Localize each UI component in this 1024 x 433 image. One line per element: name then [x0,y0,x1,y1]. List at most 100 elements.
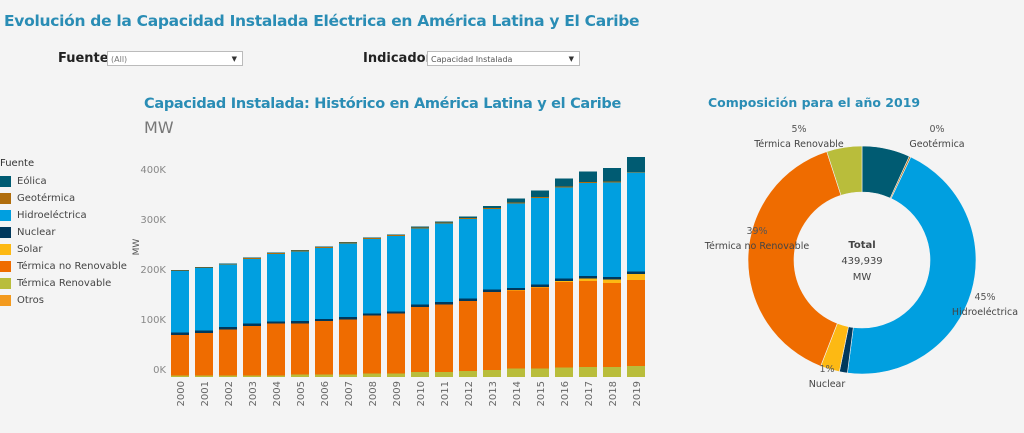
bar-segment [387,313,405,374]
legend-swatch [0,278,11,289]
bar-segment [267,254,285,322]
bar-segment [315,321,333,375]
bar-segment [531,198,549,285]
bar-segment [579,278,597,281]
x-tick-label: 2019 [632,381,643,406]
bar-segment [603,279,621,283]
donut-slice-name: Térmica no Renovable [704,241,810,252]
bar-segment [627,172,645,272]
legend-swatch [0,227,11,238]
bar-segment [579,281,597,367]
bar-segment [435,223,453,302]
legend-item[interactable]: Otros [0,292,127,309]
bar-segment [363,373,381,377]
bar-segment [627,172,645,173]
bar-segment [507,288,525,290]
bar-segment [291,250,309,252]
x-tick-label: 2014 [512,381,523,406]
bar-segment [507,202,525,204]
bar-segment [435,304,453,372]
fuente-filter-dropdown[interactable]: (All) ▼ [107,51,243,66]
x-tick-label: 2017 [584,381,595,406]
indicador-filter-dropdown[interactable]: Capacidad Instalada ▼ [427,51,580,66]
y-tick-label: 100K [140,315,166,326]
bar-segment [531,197,549,198]
bar-segment [339,374,357,377]
bar-segment [219,375,237,377]
x-tick-label: 2011 [440,381,451,406]
bar-segment [627,280,645,366]
x-tick-label: 2018 [608,381,619,406]
chevron-down-icon: ▼ [568,55,574,63]
bar-segment [579,171,597,182]
bar-segment [411,307,429,372]
bar-segment [531,287,549,288]
x-tick-label: 2000 [176,381,187,406]
legend: Fuente Eólica Geotérmica Hidroeléctrica Nuc… [0,158,127,309]
bar-segment [243,326,261,376]
legend-label: Otros [17,295,45,306]
bar-segment [387,311,405,314]
bar-segment [171,271,189,333]
bar-segment [555,187,573,279]
legend-item[interactable]: Hidroeléctrica [0,207,127,224]
bar-segment [531,287,549,369]
x-tick-label: 2015 [536,381,547,406]
bar-segment [195,375,213,377]
y-tick-label: 400K [140,165,166,176]
bar-segment [627,366,645,377]
fuente-filter-value: (All) [111,55,128,64]
donut-slice-name: Térmica Renovable [753,139,844,150]
bar-segment [411,372,429,377]
bar-segment [291,321,309,324]
bar-segment [555,178,573,187]
donut-slice-percent: 45% [974,292,995,303]
bar-segment [171,335,189,376]
donut-slice-percent: 0% [929,124,944,135]
bar-segment [507,368,525,377]
x-tick-label: 2004 [272,381,283,406]
donut-slice-name: Geotérmica [909,139,964,150]
bar-segment [507,203,525,288]
bar-segment [315,374,333,377]
fuente-filter-label: Fuente: [58,51,114,66]
bar-segment [243,257,261,258]
bar-segment [531,368,549,377]
bar-segment [459,218,477,219]
legend-item[interactable]: Geotérmica [0,190,127,207]
bar-segment [555,186,573,188]
bar-segment [411,226,429,228]
bar-segment [315,246,333,247]
legend-item[interactable]: Nuclear [0,224,127,241]
legend-item[interactable]: Solar [0,241,127,258]
legend-label: Térmica Renovable [17,278,112,289]
chevron-down-icon: ▼ [231,55,237,63]
legend-item[interactable]: Térmica Renovable [0,275,127,292]
bar-segment [531,284,549,287]
donut-slice [847,156,977,375]
bar-segment [483,209,501,290]
bar-segment [627,274,645,280]
bar-segment [267,252,285,253]
x-tick-label: 2010 [416,381,427,406]
donut-center-unit: MW [853,272,872,283]
bar-segment [483,208,501,209]
x-tick-label: 2005 [296,381,307,406]
bar-segment [579,367,597,377]
bar-segment [387,373,405,377]
legend-item[interactable]: Térmica no Renovable [0,258,127,275]
bar-segment [459,216,477,218]
bar-segment [171,332,189,335]
y-axis-label: MW [132,239,142,256]
bar-segment [315,319,333,321]
legend-item[interactable]: Eólica [0,173,127,190]
y-tick-label: 0K [153,365,166,376]
bar-segment [411,304,429,307]
bar-segment [171,270,189,271]
donut-slice [826,145,863,196]
legend-swatch [0,295,11,306]
y-tick-label: 200K [140,265,166,276]
bar-segment [171,270,189,271]
indicador-filter-value: Capacidad Instalada [431,55,513,64]
bar-segment [195,333,213,376]
